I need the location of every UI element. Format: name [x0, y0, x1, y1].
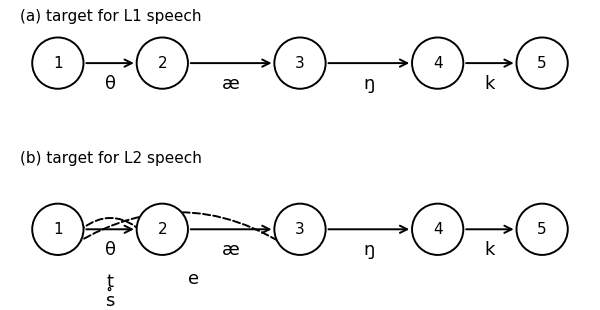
Text: 2: 2 — [157, 222, 167, 237]
Circle shape — [517, 204, 568, 255]
Text: t̥: t̥ — [107, 272, 113, 290]
Text: θ: θ — [104, 75, 116, 93]
Circle shape — [412, 38, 463, 89]
Text: æ: æ — [222, 241, 240, 259]
Circle shape — [137, 38, 188, 89]
Text: 3: 3 — [295, 222, 305, 237]
Text: 4: 4 — [433, 55, 443, 71]
Circle shape — [412, 204, 463, 255]
Text: k: k — [485, 75, 495, 93]
FancyArrowPatch shape — [58, 212, 298, 255]
Circle shape — [137, 204, 188, 255]
Text: 2: 2 — [157, 55, 167, 71]
Text: θ: θ — [104, 241, 116, 259]
Circle shape — [517, 38, 568, 89]
Text: 5: 5 — [538, 55, 547, 71]
Text: ŋ: ŋ — [363, 241, 374, 259]
Circle shape — [32, 38, 83, 89]
Text: 5: 5 — [538, 222, 547, 237]
Circle shape — [274, 204, 326, 255]
Text: æ: æ — [222, 75, 240, 93]
Circle shape — [32, 204, 83, 255]
Text: 1: 1 — [53, 55, 62, 71]
Text: ŋ: ŋ — [363, 75, 374, 93]
Text: 1: 1 — [53, 222, 62, 237]
Text: k: k — [485, 241, 495, 259]
Circle shape — [274, 38, 326, 89]
FancyArrowPatch shape — [58, 218, 161, 255]
Text: 3: 3 — [295, 55, 305, 71]
Text: (b) target for L2 speech: (b) target for L2 speech — [20, 151, 202, 166]
Text: (a) target for L1 speech: (a) target for L1 speech — [20, 9, 202, 24]
Text: 4: 4 — [433, 222, 443, 237]
Text: e: e — [188, 270, 199, 288]
Text: s: s — [106, 291, 115, 309]
